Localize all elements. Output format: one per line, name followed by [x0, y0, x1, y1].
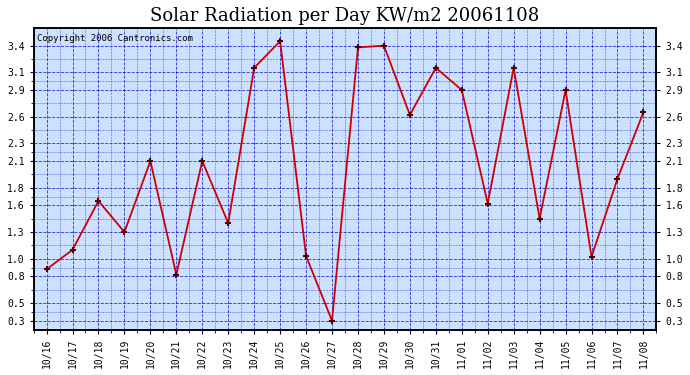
Text: Copyright 2006 Cantronics.com: Copyright 2006 Cantronics.com [37, 34, 193, 43]
Title: Solar Radiation per Day KW/m2 20061108: Solar Radiation per Day KW/m2 20061108 [150, 7, 540, 25]
